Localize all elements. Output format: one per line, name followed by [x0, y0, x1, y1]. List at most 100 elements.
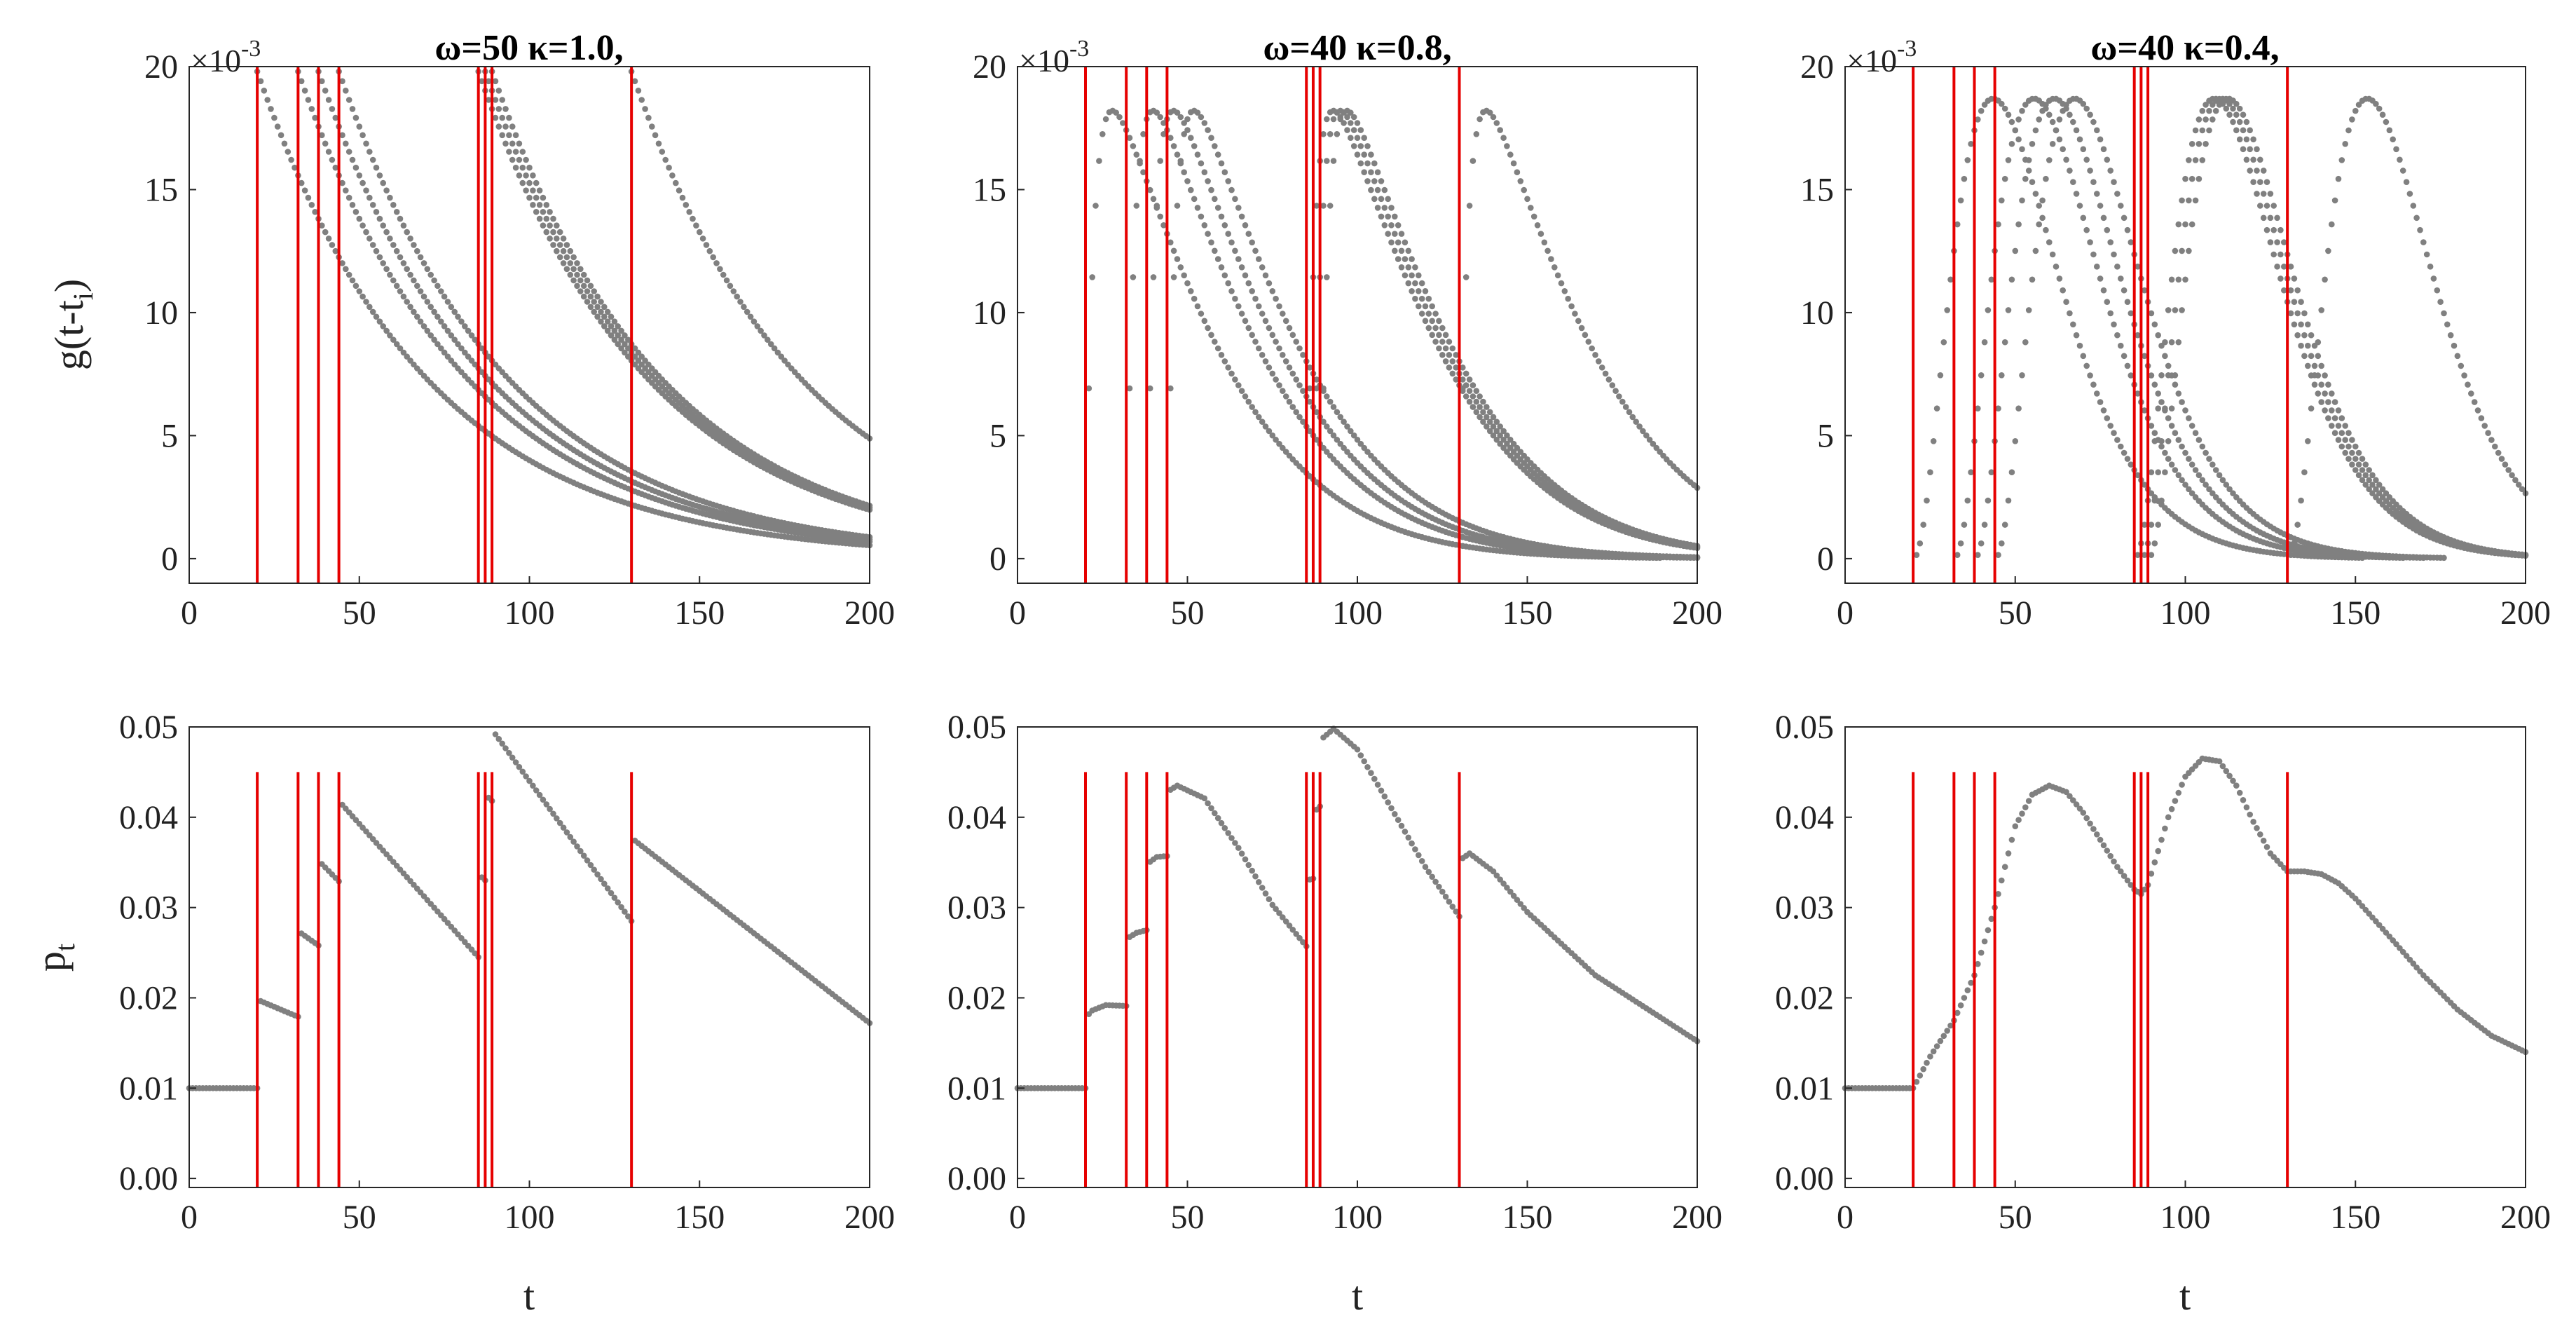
g-3-point: [2287, 552, 2294, 558]
p-1-point: [526, 777, 533, 784]
g-3-point: [2188, 221, 2195, 228]
g-2-point: [1480, 398, 1486, 405]
p-3-point: [2100, 842, 2107, 849]
p-2-point: [1442, 893, 1449, 900]
g-1-point: [754, 323, 761, 329]
g-2-point: [1102, 116, 1109, 123]
g-2-point: [1402, 256, 1409, 262]
g-2-point: [1130, 274, 1137, 280]
g-3-point: [2331, 399, 2338, 405]
g-1-point: [604, 318, 611, 325]
g-3-point: [2318, 381, 2324, 388]
g-1-point: [771, 345, 778, 352]
g-3-point: [2315, 339, 2322, 346]
g-3-point: [2495, 449, 2502, 456]
g-3-point: [2352, 456, 2359, 462]
p-3-point: [2114, 864, 2121, 870]
g-2-point: [1374, 169, 1381, 175]
g-3-point: [2254, 191, 2260, 197]
g-3-point: [2162, 449, 2168, 456]
g-1-point: [543, 215, 550, 222]
g-2-series: [1085, 107, 1701, 561]
g-2-point: [1198, 114, 1205, 121]
g-3-point: [2076, 136, 2083, 143]
g-2-point: [1469, 404, 1477, 410]
g-3-point: [2118, 275, 2124, 282]
g-3-point: [2308, 332, 2315, 339]
g-3-point: [2390, 136, 2396, 143]
g-3-point: [2263, 203, 2270, 209]
g-3-point: [2162, 339, 2168, 346]
p-2-xtick-label: 100: [1332, 1199, 1383, 1236]
g-2-point: [1194, 205, 1201, 211]
p-2-point: [1500, 880, 1507, 887]
p-3-point: [2168, 805, 2175, 812]
g-2-point: [1167, 239, 1174, 246]
g-1-point: [706, 247, 713, 254]
p-3-point: [2263, 844, 2270, 850]
g-2-point: [1469, 382, 1477, 388]
g-2-point: [1276, 345, 1282, 352]
g-3-point: [2192, 197, 2199, 204]
g-3-point: [2485, 430, 2491, 436]
g-3-point: [2281, 239, 2287, 245]
g-1-point: [400, 349, 407, 356]
g-2-point: [1477, 116, 1483, 123]
g-3-point: [2406, 191, 2413, 197]
g-3-point: [2359, 477, 2366, 484]
g-3-point: [2478, 415, 2485, 421]
g-1-point: [550, 242, 556, 248]
g-2-point: [1497, 423, 1503, 430]
g-2-point: [1510, 440, 1517, 447]
g-3-point: [2039, 215, 2046, 222]
p-3-point: [2175, 789, 2182, 796]
g-3-point: [2179, 443, 2185, 450]
p-2-ytick-label: 0.02: [947, 979, 1006, 1016]
g-3-point: [2107, 168, 2113, 174]
g-1-point: [502, 123, 509, 130]
g-1-point: [359, 179, 366, 186]
g-1-point: [424, 299, 431, 305]
g-3-point: [2128, 239, 2135, 245]
g-3-point: [2281, 287, 2287, 294]
g-3-point: [2468, 390, 2474, 397]
g-3-point: [2338, 157, 2345, 163]
g-1-point: [591, 299, 597, 305]
g-3-point: [2188, 461, 2195, 468]
p-1-point: [591, 866, 597, 873]
g-3-ytick-label: 20: [1800, 48, 1834, 86]
g-1-point: [512, 132, 519, 139]
g-3-point: [2226, 486, 2233, 493]
panel-g-3-multiplier: ×10-3: [1847, 36, 1917, 79]
g-1-point: [747, 313, 754, 320]
g-1-point: [608, 313, 615, 320]
g-3-point: [2118, 342, 2124, 349]
g-1-xtick-label: 50: [343, 594, 376, 632]
g-2-point: [1348, 135, 1354, 141]
g-1-point: [530, 202, 536, 208]
g-1-point: [594, 313, 601, 320]
panel-g-1-multiplier-base: ×10: [191, 43, 241, 79]
p-3-point: [2005, 850, 2012, 857]
g-1-point: [601, 304, 608, 311]
g-2-point: [1490, 432, 1497, 439]
g-1-point: [448, 304, 455, 311]
g-1-point: [485, 78, 492, 85]
g-2-point: [1473, 131, 1480, 137]
g-2-point: [1280, 352, 1286, 358]
g-3-point: [2192, 157, 2199, 163]
g-2-point: [1150, 196, 1157, 203]
g-2-point: [1174, 256, 1181, 262]
g-2-point: [1585, 339, 1592, 345]
g-3-point: [2076, 342, 2083, 349]
panel-p-2-axes-frame: [1017, 726, 1698, 1188]
g-2-point: [1395, 239, 1402, 246]
g-1-point: [319, 222, 325, 229]
p-3-point: [2107, 852, 2113, 859]
g-1-point: [767, 341, 774, 348]
p-3-point: [2111, 858, 2117, 865]
g-1-point: [601, 313, 608, 320]
p-3-point: [2025, 798, 2032, 804]
g-2-point: [1398, 231, 1405, 237]
